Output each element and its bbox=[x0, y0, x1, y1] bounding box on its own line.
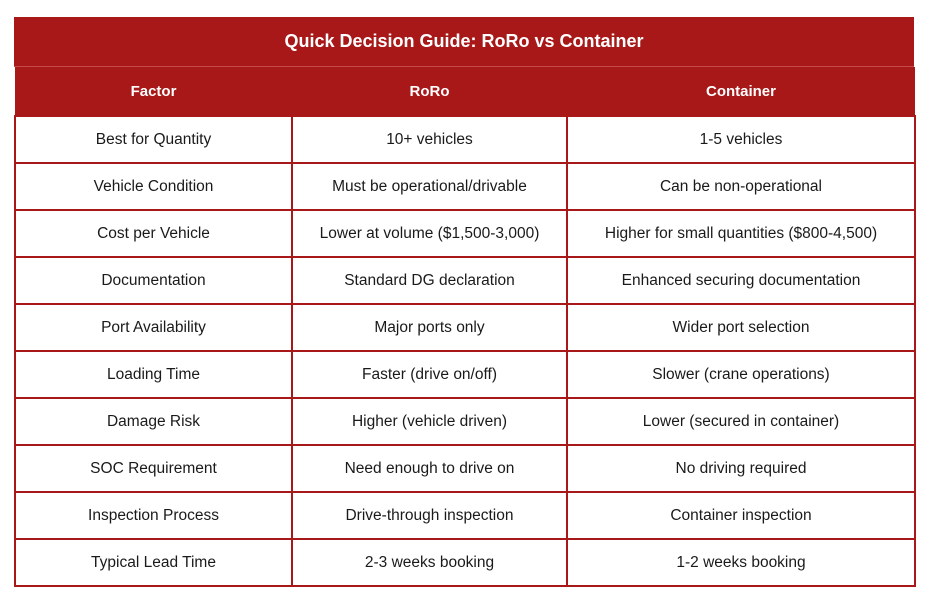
roro-cell: Must be operational/drivable bbox=[291, 162, 568, 211]
table-row: Port Availability Major ports only Wider… bbox=[14, 303, 916, 352]
container-cell: 1-2 weeks booking bbox=[566, 538, 916, 587]
container-cell: Slower (crane operations) bbox=[566, 350, 916, 399]
table-row: Typical Lead Time 2-3 weeks booking 1-2 … bbox=[14, 538, 916, 587]
table-row: Inspection Process Drive-through inspect… bbox=[14, 491, 916, 540]
container-cell: Enhanced securing documentation bbox=[566, 256, 916, 305]
roro-cell: Faster (drive on/off) bbox=[291, 350, 568, 399]
container-cell: Higher for small quantities ($800-4,500) bbox=[566, 209, 916, 258]
container-cell: 1-5 vehicles bbox=[566, 115, 916, 164]
container-cell: No driving required bbox=[566, 444, 916, 493]
roro-cell: Major ports only bbox=[291, 303, 568, 352]
factor-cell: Port Availability bbox=[14, 303, 293, 352]
table-row: Vehicle Condition Must be operational/dr… bbox=[14, 162, 916, 211]
roro-cell: Drive-through inspection bbox=[291, 491, 568, 540]
factor-cell: Typical Lead Time bbox=[14, 538, 293, 587]
factor-cell: Inspection Process bbox=[14, 491, 293, 540]
roro-cell: Need enough to drive on bbox=[291, 444, 568, 493]
factor-cell: Damage Risk bbox=[14, 397, 293, 446]
table-row: Cost per Vehicle Lower at volume ($1,500… bbox=[14, 209, 916, 258]
roro-cell: Standard DG declaration bbox=[291, 256, 568, 305]
table-row: Documentation Standard DG declaration En… bbox=[14, 256, 916, 305]
roro-cell: Higher (vehicle driven) bbox=[291, 397, 568, 446]
factor-cell: Best for Quantity bbox=[14, 115, 293, 164]
table-row: Loading Time Faster (drive on/off) Slowe… bbox=[14, 350, 916, 399]
factor-cell: SOC Requirement bbox=[14, 444, 293, 493]
table-row: Best for Quantity 10+ vehicles 1-5 vehic… bbox=[14, 115, 916, 164]
roro-cell: Lower at volume ($1,500-3,000) bbox=[291, 209, 568, 258]
roro-cell: 10+ vehicles bbox=[291, 115, 568, 164]
table-row: SOC Requirement Need enough to drive on … bbox=[14, 444, 916, 493]
roro-cell: 2-3 weeks booking bbox=[291, 538, 568, 587]
factor-cell: Loading Time bbox=[14, 350, 293, 399]
decision-guide-table: Quick Decision Guide: RoRo vs Container … bbox=[14, 17, 916, 587]
table-title: Quick Decision Guide: RoRo vs Container bbox=[14, 17, 914, 67]
table-row: Damage Risk Higher (vehicle driven) Lowe… bbox=[14, 397, 916, 446]
container-cell: Lower (secured in container) bbox=[566, 397, 916, 446]
factor-cell: Cost per Vehicle bbox=[14, 209, 293, 258]
container-cell: Can be non-operational bbox=[566, 162, 916, 211]
header-roro: RoRo bbox=[292, 67, 567, 116]
factor-cell: Vehicle Condition bbox=[14, 162, 293, 211]
header-row: Factor RoRo Container bbox=[15, 67, 915, 116]
factor-cell: Documentation bbox=[14, 256, 293, 305]
container-cell: Container inspection bbox=[566, 491, 916, 540]
comparison-table: Factor RoRo Container Best for Quantity … bbox=[14, 67, 916, 587]
container-cell: Wider port selection bbox=[566, 303, 916, 352]
header-container: Container bbox=[567, 67, 915, 116]
header-factor: Factor bbox=[15, 67, 292, 116]
